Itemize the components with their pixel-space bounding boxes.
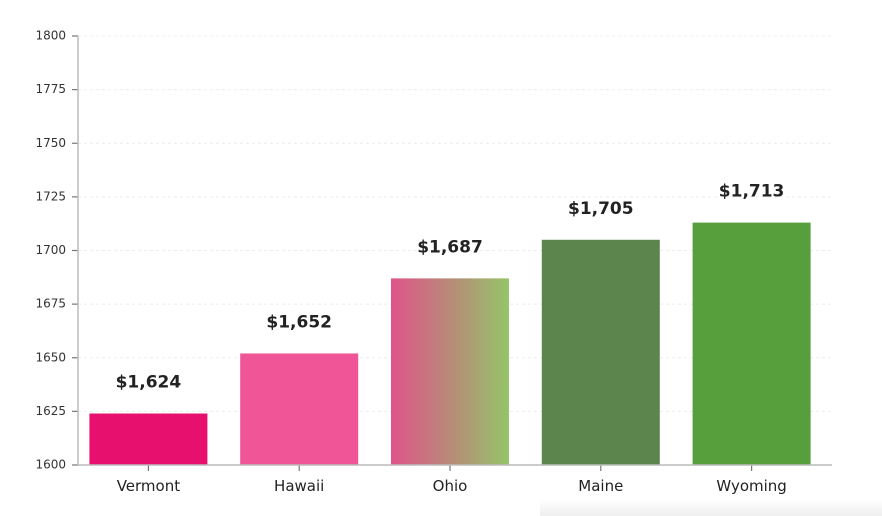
bar-value-label: $1,713 [719, 182, 785, 202]
bar-value-label: $1,624 [116, 373, 182, 393]
y-tick-label: 1750 [35, 136, 66, 150]
bottom-shadow [540, 500, 882, 516]
bar-value-label: $1,705 [568, 199, 634, 219]
y-tick-label: 1675 [35, 297, 66, 311]
y-tick-label: 1700 [35, 243, 66, 257]
y-tick-label: 1625 [35, 404, 66, 418]
bar-ohio [391, 278, 509, 465]
bars [89, 222, 811, 465]
x-tick-label: Vermont [117, 477, 181, 495]
bar-maine [541, 239, 660, 465]
labels: 1600 1625 1650 1675 1700 1725 1750 1775 1800 Verm… [35, 29, 786, 496]
y-tick-label: 1650 [35, 350, 66, 364]
bar-vermont [89, 413, 208, 465]
bar-value-label: $1,687 [417, 237, 483, 257]
bar-hawaii [240, 353, 359, 465]
y-tick-label: 1800 [35, 29, 66, 43]
axes [72, 35, 832, 471]
bar-value-label: $1,652 [266, 312, 332, 332]
y-tick-label: 1775 [35, 82, 66, 96]
x-tick-label: Maine [578, 477, 623, 495]
y-tick-label: 1600 [35, 458, 66, 472]
x-tick-label: Ohio [433, 477, 468, 495]
x-tick-label: Hawaii [274, 477, 324, 495]
bar-wyoming [692, 222, 811, 465]
x-tick-label: Wyoming [716, 477, 786, 495]
y-tick-label: 1725 [35, 189, 66, 203]
